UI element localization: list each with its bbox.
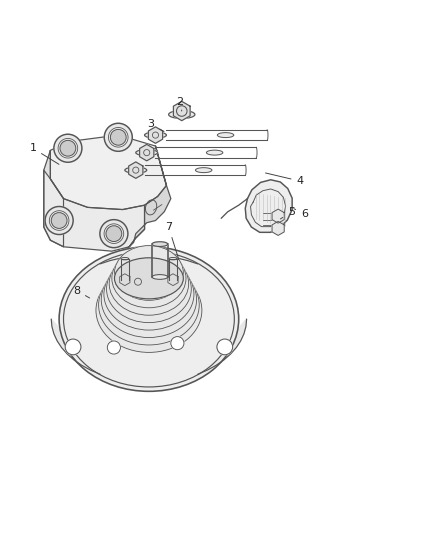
Polygon shape: [51, 319, 100, 374]
Polygon shape: [272, 209, 284, 223]
Ellipse shape: [152, 274, 168, 279]
Ellipse shape: [59, 247, 239, 391]
Polygon shape: [272, 221, 284, 236]
Ellipse shape: [104, 259, 194, 330]
Ellipse shape: [195, 168, 212, 173]
Circle shape: [60, 140, 76, 156]
Circle shape: [104, 123, 132, 151]
Ellipse shape: [106, 255, 191, 322]
Ellipse shape: [112, 249, 186, 308]
Polygon shape: [173, 101, 190, 120]
Ellipse shape: [169, 110, 195, 118]
Polygon shape: [140, 144, 154, 161]
Circle shape: [110, 130, 126, 145]
Ellipse shape: [96, 268, 202, 352]
Polygon shape: [112, 146, 171, 255]
Polygon shape: [44, 170, 145, 251]
Text: 2: 2: [176, 97, 183, 111]
Polygon shape: [100, 255, 198, 264]
Text: 3: 3: [148, 119, 164, 132]
Polygon shape: [148, 127, 162, 143]
Polygon shape: [44, 150, 64, 247]
Ellipse shape: [206, 150, 223, 155]
Ellipse shape: [145, 132, 166, 138]
Circle shape: [141, 255, 157, 271]
Text: 4: 4: [265, 173, 304, 186]
Circle shape: [54, 134, 82, 162]
Polygon shape: [245, 180, 292, 232]
Text: 6: 6: [294, 208, 308, 219]
Circle shape: [51, 213, 67, 229]
Ellipse shape: [114, 258, 184, 299]
Ellipse shape: [99, 265, 199, 345]
Circle shape: [107, 341, 120, 354]
Circle shape: [171, 336, 184, 350]
Circle shape: [100, 220, 128, 248]
Text: 7: 7: [165, 222, 179, 260]
Ellipse shape: [125, 167, 147, 173]
Circle shape: [45, 206, 73, 235]
Ellipse shape: [109, 252, 189, 315]
Polygon shape: [129, 162, 143, 179]
Ellipse shape: [101, 262, 197, 337]
Ellipse shape: [136, 150, 158, 156]
Text: 5: 5: [280, 207, 295, 219]
Text: 8: 8: [73, 286, 89, 298]
Polygon shape: [198, 319, 247, 374]
Ellipse shape: [114, 246, 184, 300]
Ellipse shape: [152, 242, 168, 246]
Circle shape: [217, 339, 233, 355]
Circle shape: [106, 226, 122, 241]
Circle shape: [65, 339, 81, 355]
Polygon shape: [50, 135, 166, 209]
Text: 1: 1: [29, 143, 59, 164]
Ellipse shape: [217, 133, 234, 138]
